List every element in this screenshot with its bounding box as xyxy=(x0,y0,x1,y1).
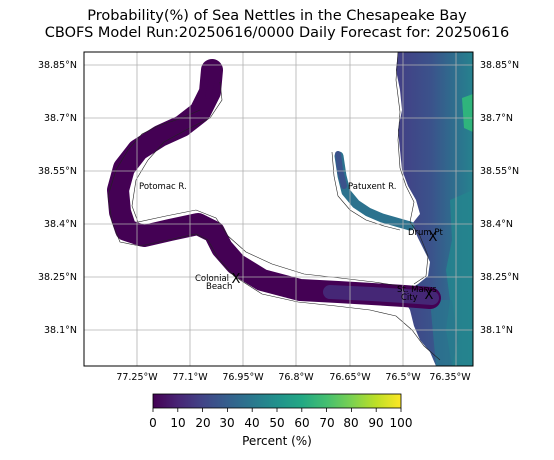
title-line-2: CBOFS Model Run:20250616/0000 Daily Fore… xyxy=(44,25,510,41)
lon-tick-label: 77.1°W xyxy=(172,372,208,383)
potomac-upper-channel xyxy=(205,63,215,99)
colorbar-label: Percent (%) xyxy=(242,434,312,448)
place-label-drum-point: Drum Pt xyxy=(408,228,444,238)
bay-green-patch xyxy=(462,94,473,132)
lat-tick-label-left: 38.7°N xyxy=(44,113,77,124)
colorbar-tick-label: 30 xyxy=(219,416,234,430)
lat-tick-label-left: 38.85°N xyxy=(38,60,77,71)
lat-tick-label-right: 38.7°N xyxy=(480,113,513,124)
location-marker-colonial-beach: X xyxy=(232,272,241,287)
lon-tick-label: 76.8°W xyxy=(278,372,314,383)
lat-tick-label-right: 38.25°N xyxy=(480,272,519,283)
bay-lower-shading xyxy=(430,300,458,366)
title-line-1: Probability(%) of Sea Nettles in the Che… xyxy=(87,8,467,24)
coastline xyxy=(107,52,441,361)
potomac-river-water xyxy=(107,59,441,309)
location-marker-drum-point: X xyxy=(429,230,438,245)
lat-tick-label-right: 38.4°N xyxy=(480,219,513,230)
place-label-st-marys-city-2: City xyxy=(401,293,418,303)
colorbar-tick-label: 90 xyxy=(368,416,383,430)
colorbar-tick-label: 50 xyxy=(269,416,284,430)
lon-tick-label: 76.5°W xyxy=(385,372,421,383)
lat-tick-label-right: 38.85°N xyxy=(480,60,519,71)
lon-tick-label: 77.25°W xyxy=(116,372,158,383)
colorbar-tick-label: 70 xyxy=(319,416,334,430)
patuxent-river-upper xyxy=(335,151,347,189)
place-label-patuxent: Patuxent R. xyxy=(348,182,396,192)
lon-tick-label: 76.35°W xyxy=(429,372,471,383)
lat-tick-label-left: 38.55°N xyxy=(38,166,77,177)
lon-tick-label: 76.95°W xyxy=(222,372,264,383)
map-content xyxy=(107,52,473,366)
place-label-potomac: Potomac R. xyxy=(139,182,187,192)
colorbar-tick-label: 20 xyxy=(195,416,210,430)
colorbar-tick-label: 80 xyxy=(343,416,358,430)
colorbar-tick-label: 10 xyxy=(170,416,185,430)
colorbar-tick-label: 40 xyxy=(244,416,259,430)
chart-title: Probability(%) of Sea Nettles in the Che… xyxy=(0,8,554,42)
lat-tick-label-left: 38.25°N xyxy=(38,272,77,283)
colorbar-tick-label: 100 xyxy=(390,416,413,430)
colorbar xyxy=(152,393,402,409)
lon-tick-label: 76.65°W xyxy=(329,372,371,383)
lat-tick-label-right: 38.1°N xyxy=(480,325,513,336)
map-frame xyxy=(83,51,474,367)
lat-tick-label-left: 38.4°N xyxy=(44,219,77,230)
colorbar-tick-label: 60 xyxy=(294,416,309,430)
potomac-river-mid-shading xyxy=(323,285,439,305)
lat-tick-label-left: 38.1°N xyxy=(44,325,77,336)
place-label-colonial-beach: Colonial xyxy=(195,274,229,284)
colorbar-ticks xyxy=(152,408,402,412)
place-label-colonial-beach-2: Beach xyxy=(206,282,232,292)
lat-tick-label-right: 38.55°N xyxy=(480,166,519,177)
colorbar-tick-label: 0 xyxy=(149,416,157,430)
place-label-st-marys-city: St. Marys xyxy=(397,285,437,295)
location-marker-st-marys-city: X xyxy=(425,288,434,303)
gridlines xyxy=(84,52,473,366)
